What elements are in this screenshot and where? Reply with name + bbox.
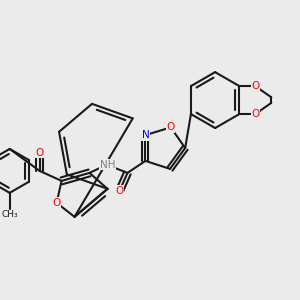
Text: O: O (35, 148, 44, 158)
Text: O: O (116, 186, 124, 196)
Text: O: O (251, 81, 260, 91)
Text: O: O (251, 109, 260, 119)
Text: CH₃: CH₃ (2, 210, 18, 219)
Text: O: O (167, 122, 175, 132)
Text: NH: NH (100, 160, 115, 170)
Text: N: N (142, 130, 149, 140)
Text: O: O (52, 198, 61, 208)
